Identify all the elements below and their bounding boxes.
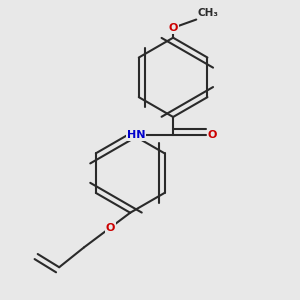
Text: HN: HN bbox=[127, 130, 145, 140]
Text: O: O bbox=[106, 223, 115, 232]
Text: O: O bbox=[207, 130, 217, 140]
Text: O: O bbox=[168, 23, 178, 33]
Text: CH₃: CH₃ bbox=[198, 8, 219, 18]
